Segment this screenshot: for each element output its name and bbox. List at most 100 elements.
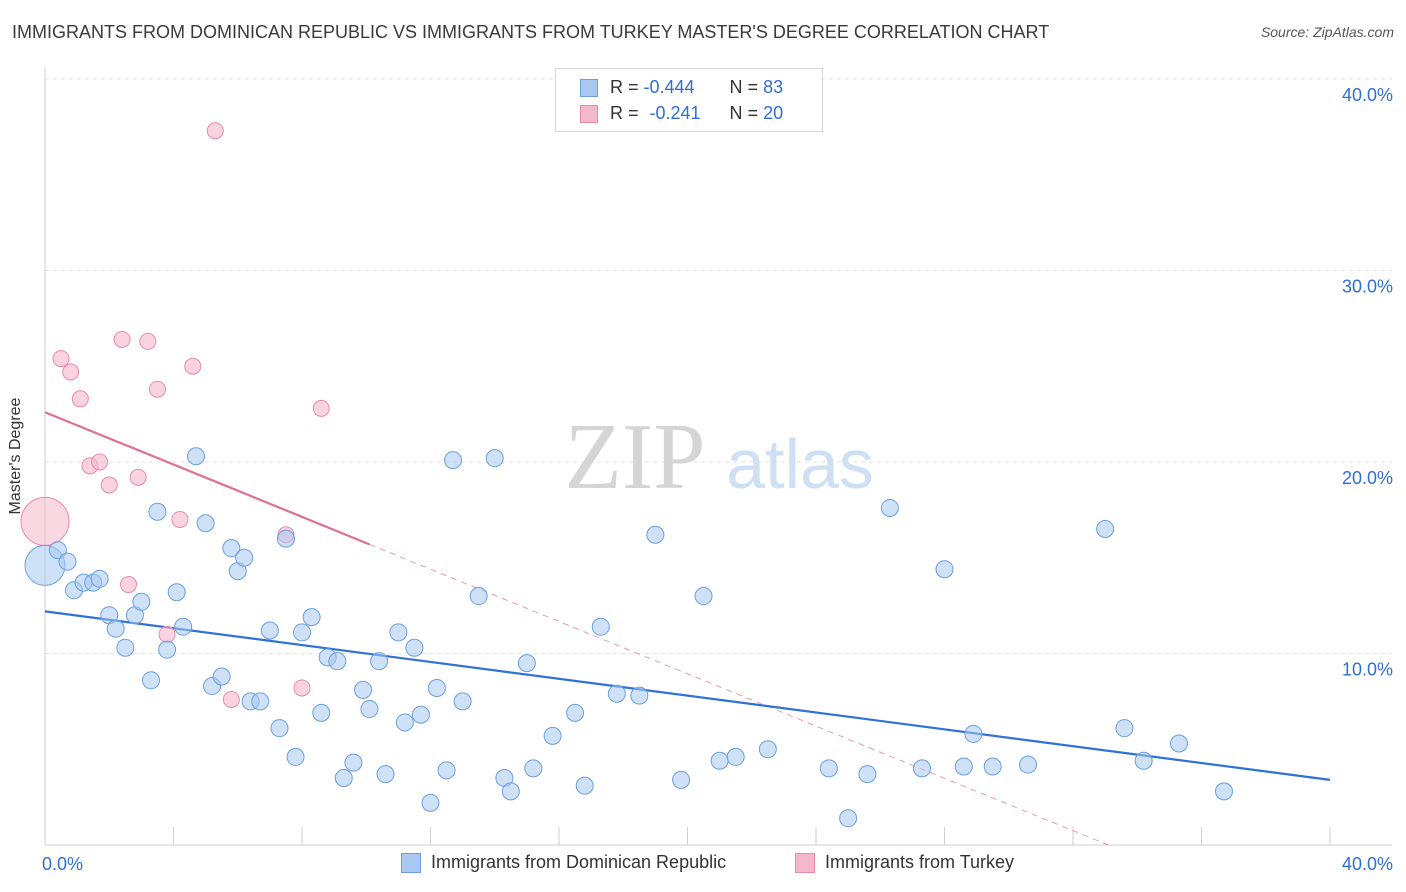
point-dominican-27: [270, 719, 289, 738]
y-tick-label-3: 40.0%: [1342, 85, 1393, 105]
point-dominican-38: [360, 700, 379, 719]
point-dominican-13: [148, 502, 167, 521]
point-dominican-44: [411, 705, 430, 724]
point-dominican-9: [116, 638, 135, 657]
point-dominican-23: [235, 548, 254, 567]
point-dominican-21: [222, 539, 241, 558]
point-dominican-18: [196, 514, 215, 533]
point-dominican-77: [1019, 755, 1038, 774]
point-dominican-25: [251, 692, 270, 711]
point-dominican-68: [819, 759, 838, 778]
bottom-legend-label-1: Immigrants from Dominican Republic: [431, 852, 727, 872]
point-dominican-56: [543, 726, 562, 745]
y-tick-label-0: 10.0%: [1342, 660, 1393, 680]
x-tick-label-0: 0.0%: [42, 854, 83, 874]
point-dominican-1: [48, 541, 67, 560]
trend-line-dominican: [44, 610, 1331, 781]
point-dominican-49: [453, 692, 472, 711]
point-dominican-46: [427, 678, 446, 697]
point-dominican-2: [58, 552, 77, 571]
point-dominican-17: [186, 447, 205, 466]
point-turkey-13: [171, 510, 189, 528]
point-dominican-26: [260, 621, 279, 640]
point-dominican-14: [158, 640, 177, 659]
point-turkey-11: [148, 380, 166, 398]
legend-r-label-1: R =: [610, 77, 639, 97]
legend-n-value-1: 83: [763, 77, 784, 97]
point-dominican-55: [524, 759, 543, 778]
point-dominican-62: [646, 525, 665, 544]
point-dominican-40: [376, 765, 395, 784]
source-label: Source: ZipAtlas.com: [1260, 24, 1394, 40]
point-dominican-63: [672, 770, 691, 789]
point-dominican-45: [421, 793, 440, 812]
point-dominican-64: [694, 587, 713, 606]
point-dominican-61: [630, 686, 649, 705]
point-turkey-0: [20, 496, 70, 546]
legend-r-value-1: -0.444: [643, 77, 695, 97]
point-dominican-80: [1134, 751, 1153, 770]
point-dominican-65: [710, 751, 729, 770]
point-turkey-8: [120, 576, 138, 594]
trend-line-turkey-extended: [369, 543, 1109, 846]
point-dominican-79: [1115, 719, 1134, 738]
trend-lines: [44, 411, 1331, 846]
y-axis-label: Master's Degree: [7, 397, 24, 515]
point-turkey-3: [71, 390, 89, 408]
legend-r-label-2: R =: [610, 103, 639, 123]
point-turkey-10: [139, 332, 157, 350]
points-dominican-republic: [24, 447, 1233, 828]
point-dominican-20: [212, 667, 231, 686]
point-dominican-58: [575, 776, 594, 795]
point-dominican-47: [437, 761, 456, 780]
watermark-atlas: atlas: [726, 425, 874, 503]
point-dominican-73: [935, 560, 954, 579]
legend-n-label-1: N =: [729, 77, 759, 97]
point-dominican-57: [566, 703, 585, 722]
point-dominican-42: [395, 713, 414, 732]
tick-labels: 10.0% 20.0% 30.0% 40.0% 0.0% 40.0%: [42, 85, 1393, 874]
point-dominican-8: [106, 619, 125, 638]
point-dominican-16: [174, 617, 193, 636]
point-dominican-39: [370, 652, 389, 671]
point-dominican-72: [913, 759, 932, 778]
point-dominican-31: [302, 608, 321, 627]
watermark: ZIP atlas: [565, 405, 874, 509]
point-turkey-15: [206, 122, 224, 140]
point-dominican-6: [90, 569, 109, 588]
point-dominican-70: [858, 765, 877, 784]
point-dominican-34: [328, 652, 347, 671]
point-turkey-2: [62, 363, 80, 381]
point-dominican-67: [758, 740, 777, 759]
point-turkey-5: [91, 453, 109, 471]
chart-title: IMMIGRANTS FROM DOMINICAN REPUBLIC VS IM…: [12, 22, 1050, 42]
point-dominican-82: [1214, 782, 1233, 801]
point-dominican-53: [501, 782, 520, 801]
x-tick-label-1: 40.0%: [1342, 854, 1393, 874]
correlation-legend: R = -0.444 N = 83 R = -0.241 N = 20: [555, 68, 823, 132]
bottom-legend-swatch-blue: [401, 853, 421, 874]
legend-n-label-2: N =: [729, 103, 759, 123]
point-dominican-81: [1170, 734, 1189, 753]
point-dominican-43: [405, 638, 424, 657]
point-turkey-7: [113, 330, 131, 348]
point-dominican-74: [954, 757, 973, 776]
point-dominican-29: [286, 747, 305, 766]
legend-n-value-2: 20: [763, 103, 784, 123]
point-dominican-12: [142, 671, 161, 690]
point-dominican-75: [964, 724, 983, 743]
point-dominican-37: [354, 680, 373, 699]
bottom-legend-label-2: Immigrants from Turkey: [825, 852, 1015, 872]
point-dominican-15: [167, 583, 186, 602]
grid-lines: [45, 78, 1392, 654]
point-dominican-71: [880, 498, 899, 517]
point-turkey-18: [293, 679, 311, 697]
point-dominican-51: [485, 449, 504, 468]
point-dominican-41: [389, 623, 408, 642]
point-turkey-9: [129, 468, 147, 486]
point-dominican-78: [1096, 520, 1115, 539]
point-dominican-32: [312, 703, 331, 722]
point-turkey-19: [312, 399, 330, 417]
point-turkey-1: [52, 350, 70, 368]
legend-r-value-2: -0.241: [649, 103, 701, 123]
